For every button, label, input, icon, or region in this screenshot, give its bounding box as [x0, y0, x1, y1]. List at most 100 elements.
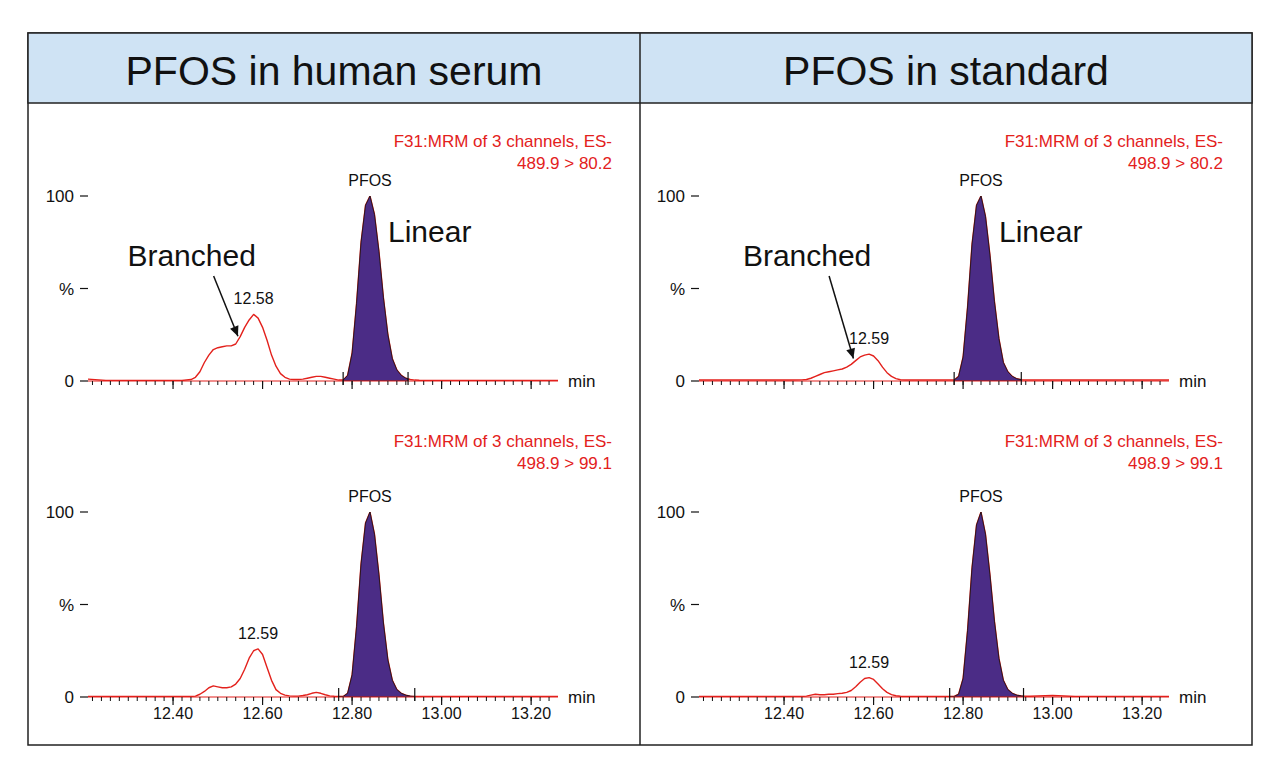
minor-tick [1097, 381, 1098, 385]
minor-tick [549, 697, 550, 701]
peak-label: PFOS [959, 488, 1003, 505]
minor-tick [981, 697, 982, 701]
minor-tick [92, 381, 93, 385]
x-tick [351, 697, 352, 705]
chromatogram: PFOS in human serumF31:MRM of 3 channels… [46, 48, 612, 391]
minor-tick [540, 697, 541, 701]
minor-tick [378, 381, 379, 385]
minor-tick [1133, 697, 1134, 701]
y-tick-label: 100 [46, 503, 74, 522]
x-axis [88, 380, 558, 381]
arrow-shaft [214, 276, 238, 336]
y-tick [80, 288, 88, 289]
minor-tick [712, 381, 713, 385]
x-tick [783, 381, 784, 389]
linear-label: Linear [999, 215, 1082, 248]
minor-tick [316, 697, 317, 701]
minor-tick [522, 697, 523, 701]
minor-tick [766, 697, 767, 701]
minor-tick [1061, 697, 1062, 701]
peak-label: PFOS [959, 172, 1003, 189]
minor-tick [495, 697, 496, 701]
minor-tick [128, 697, 129, 701]
window-marker [954, 372, 955, 385]
minor-tick [945, 381, 946, 385]
trace [699, 196, 1169, 380]
peak-label: PFOS [348, 172, 392, 189]
minor-tick [972, 697, 973, 701]
minor-tick [155, 697, 156, 701]
minor-tick [432, 381, 433, 385]
minor-tick [1133, 381, 1134, 385]
minor-tick [864, 697, 865, 701]
minor-tick [513, 381, 514, 385]
y-tick-label: 0 [676, 688, 685, 707]
minor-tick [1043, 697, 1044, 701]
minor-tick [1079, 697, 1080, 701]
peak-label: PFOS [348, 488, 392, 505]
minor-tick [918, 381, 919, 385]
minor-tick [882, 697, 883, 701]
minor-tick [378, 697, 379, 701]
retention-time: 12.58 [234, 290, 274, 307]
y-tick [691, 511, 699, 512]
minor-tick [146, 697, 147, 701]
minor-tick [119, 381, 120, 385]
x-tick [262, 381, 263, 389]
minor-tick [909, 381, 910, 385]
minor-tick [1034, 381, 1035, 385]
x-tick [351, 381, 352, 389]
minor-tick [730, 381, 731, 385]
minor-tick [92, 697, 93, 701]
minor-tick [549, 381, 550, 385]
x-tick [172, 697, 173, 705]
minor-tick [900, 697, 901, 701]
minor-tick [1043, 381, 1044, 385]
minor-tick [289, 381, 290, 385]
minor-tick [1016, 381, 1017, 385]
channel-label: F31:MRM of 3 channels, ES- [394, 432, 612, 451]
channel-label: 489.9 > 80.2 [517, 154, 612, 173]
y-tick-label: % [59, 596, 74, 615]
channel-label: F31:MRM of 3 channels, ES- [1005, 432, 1223, 451]
minor-tick [1061, 381, 1062, 385]
minor-tick [801, 697, 802, 701]
minor-tick [891, 697, 892, 701]
minor-tick [128, 381, 129, 385]
minor-tick [846, 381, 847, 385]
minor-tick [450, 697, 451, 701]
minor-tick [414, 381, 415, 385]
x-tick [262, 697, 263, 705]
minor-tick [739, 381, 740, 385]
minor-tick [748, 697, 749, 701]
minor-tick [801, 381, 802, 385]
linear-label: Linear [388, 215, 471, 248]
x-axis-label: min [568, 372, 595, 391]
minor-tick [1025, 381, 1026, 385]
minor-tick [1088, 381, 1089, 385]
window-marker [1021, 372, 1022, 385]
minor-tick [1070, 381, 1071, 385]
x-axis [699, 380, 1169, 381]
channel-label: 498.9 > 99.1 [517, 454, 612, 473]
minor-tick [793, 381, 794, 385]
window-marker [338, 688, 339, 701]
minor-tick [721, 697, 722, 701]
chromatogram: F31:MRM of 3 channels, ES-498.9 > 99.112… [46, 432, 612, 722]
minor-tick [703, 381, 704, 385]
minor-tick [1124, 697, 1125, 701]
minor-tick [343, 697, 344, 701]
minor-tick [1097, 697, 1098, 701]
branched-label: Branched [743, 239, 871, 272]
x-tick [531, 697, 532, 705]
minor-tick [423, 381, 424, 385]
minor-tick [775, 697, 776, 701]
divider [639, 33, 641, 745]
x-tick-label: 13.20 [1122, 705, 1162, 722]
minor-tick [459, 697, 460, 701]
minor-tick [432, 697, 433, 701]
minor-tick [190, 697, 191, 701]
minor-tick [307, 697, 308, 701]
minor-tick [972, 381, 973, 385]
minor-tick [280, 697, 281, 701]
